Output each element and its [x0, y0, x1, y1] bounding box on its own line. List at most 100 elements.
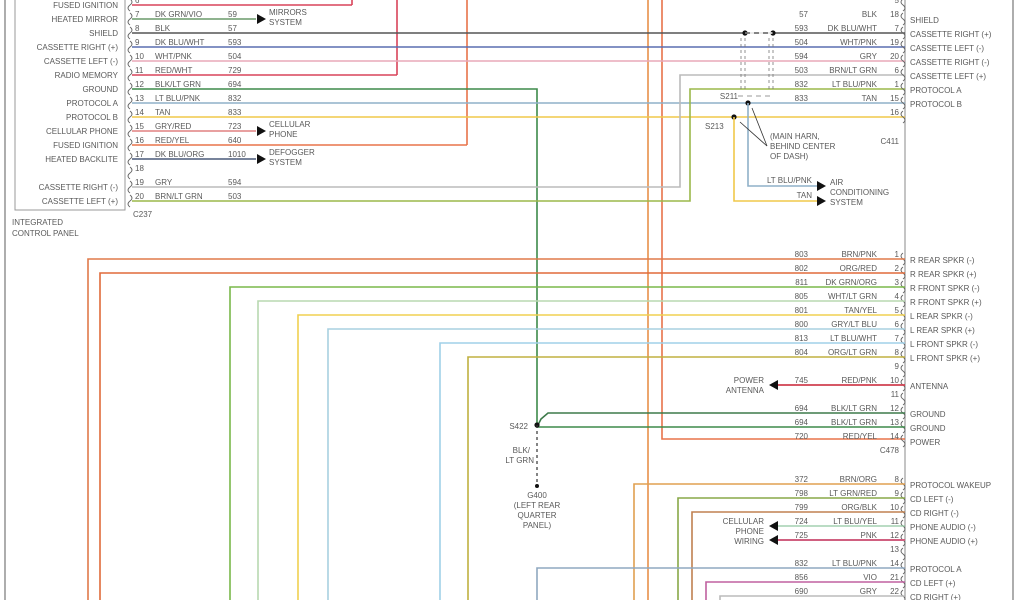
integrated-control-panel-box: [14, 0, 126, 211]
pin-number: 14: [890, 432, 899, 441]
wire-color-code: BRN/PNK: [841, 250, 877, 259]
connector-cavity: [127, 166, 133, 180]
pin-function-label: PROTOCOL A: [910, 86, 962, 95]
pin-function-label: CASSETTE RIGHT (-): [910, 58, 990, 67]
circuit-number: 799: [795, 503, 809, 512]
pin-function-label: PHONE AUDIO (-): [910, 523, 976, 532]
circuit-number: 594: [228, 178, 242, 187]
circuit-number: 802: [795, 264, 809, 273]
wire-color-code: BLK: [862, 10, 878, 19]
connector-cavity: [900, 392, 906, 406]
pin-number: 12: [890, 531, 899, 540]
wire-color-code: RED/WHT: [155, 66, 192, 75]
pin-number: 11: [135, 66, 144, 75]
wire-694-ground-a: [536, 412, 905, 428]
pin-function-label: GROUND: [910, 424, 946, 433]
destination-label: WIRING: [734, 537, 764, 546]
pin-number: 9: [895, 489, 900, 498]
wire-color-code: DK GRN/ORG: [825, 278, 877, 287]
wire-color-code: RED/PNK: [841, 376, 877, 385]
pin-number: 14: [890, 559, 899, 568]
pin-function-label: CASSETTE RIGHT (+): [37, 43, 119, 52]
wires-layer: [4, 0, 1014, 600]
connector-id-c478: C478: [880, 446, 900, 455]
pin-function-label: PROTOCOL A: [910, 565, 962, 574]
wire-color-code: LT BLU/PNK: [832, 80, 878, 89]
wire-color-code: TAN: [797, 191, 813, 200]
wire-798: [677, 497, 905, 600]
pin-number: 7: [135, 10, 140, 19]
circuit-number: 801: [795, 306, 809, 315]
wire-803: [87, 258, 905, 600]
wire-832-ac: [747, 103, 817, 187]
circuit-number: 832: [795, 80, 809, 89]
connector-cavity: [900, 40, 906, 54]
pin-number: 8: [895, 348, 900, 357]
circuit-number: 813: [795, 334, 809, 343]
connector-cavity: [127, 0, 133, 12]
connector-cavity: [127, 96, 133, 110]
destination-label: PHONE: [269, 130, 297, 139]
pin-function-label: CASSETTE RIGHT (+): [910, 30, 992, 39]
pin-function-label: R REAR SPKR (-): [910, 256, 975, 265]
wire-color-code: DK BLU/WHT: [155, 38, 204, 47]
circuit-number: 593: [228, 38, 242, 47]
pin-function-label: CASSETTE LEFT (+): [910, 72, 986, 81]
circuit-number: 504: [795, 38, 809, 47]
arrow-icon: [817, 181, 826, 191]
wire-503: [132, 88, 905, 202]
circuit-number: 800: [795, 320, 809, 329]
circuit-number: 805: [795, 292, 809, 301]
pin-function-label: ANTENNA: [910, 382, 949, 391]
connector-cavity: [900, 68, 906, 82]
connector-cavity: [900, 96, 906, 110]
pin-function-label: L FRONT SPKR (-): [910, 340, 978, 349]
circuit-number: 798: [795, 489, 809, 498]
circuit-number: 694: [795, 418, 809, 427]
pin-number: 1: [895, 80, 900, 89]
connector-cavity: [900, 364, 906, 378]
location-note: (MAIN HARN,: [770, 132, 820, 141]
pin-number: 10: [890, 503, 899, 512]
circuit-number: 856: [795, 573, 809, 582]
destination-label: SYSTEM: [269, 158, 302, 167]
connector-cavity: [127, 180, 133, 194]
wire-color-code: TAN/YEL: [844, 306, 877, 315]
destination-label: SYSTEM: [269, 18, 302, 27]
pin-number: 7: [895, 24, 900, 33]
connector-cavity: [127, 40, 133, 54]
connector-cavity: [127, 12, 133, 26]
circuit-number: 694: [228, 80, 242, 89]
wire-color-code: BRN/LT GRN: [829, 66, 877, 75]
pin-number: 18: [890, 10, 899, 19]
wire-color-code: LT BLU/WHT: [830, 334, 877, 343]
pin-function-label: HEATED BACKLITE: [45, 155, 118, 164]
pin-number: 11: [891, 517, 900, 526]
pin-number: 17: [135, 150, 144, 159]
wire-804: [467, 356, 905, 600]
wire-799: [691, 511, 905, 600]
pin-function-label: HEATED MIRROR: [51, 15, 118, 24]
wire-color-code: ORG/RED: [840, 264, 878, 273]
pin-number: 15: [890, 94, 899, 103]
arrow-icon: [257, 154, 266, 164]
destination-label: DEFOGGER: [269, 148, 315, 157]
destination-label: ANTENNA: [726, 386, 765, 395]
location-note: BEHIND CENTER: [770, 142, 836, 151]
circuit-number: 729: [228, 66, 242, 75]
circuit-number: 593: [795, 24, 809, 33]
pin-function-label: SHIELD: [89, 29, 118, 38]
pin-function-label: CD RIGHT (-): [910, 509, 959, 518]
circuit-number: 724: [795, 517, 809, 526]
pin-function-label: GROUND: [910, 410, 946, 419]
pin-number: 14: [135, 108, 144, 117]
destination-label: CELLULAR: [269, 120, 311, 129]
arrow-icon: [769, 380, 778, 390]
connector-cavity: [900, 110, 906, 124]
pin-function-label: PROTOCOL A: [66, 99, 118, 108]
pin-number: 6: [895, 66, 900, 75]
pin-function-label: SHIELD: [910, 16, 939, 25]
wire-color-code: GRY/RED: [155, 122, 192, 131]
pin-function-label: FUSED IGNITION: [53, 141, 118, 150]
pin-function-label: POWER: [910, 438, 940, 447]
